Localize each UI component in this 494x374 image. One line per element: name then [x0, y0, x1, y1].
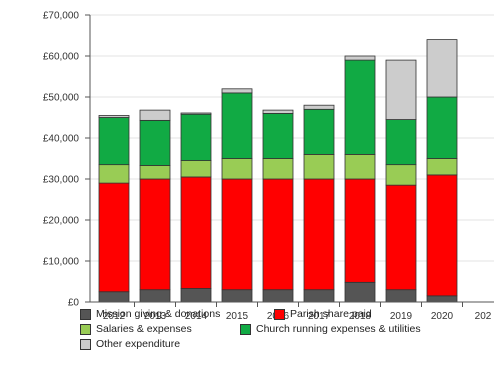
bar-segment — [221, 178, 253, 291]
bars — [98, 39, 458, 303]
bar-segment — [98, 291, 130, 303]
x-tick-label: 202 — [475, 311, 492, 322]
x-tick-label: 2020 — [431, 311, 454, 322]
bar-stack-2017 — [303, 104, 335, 303]
legend: Mission giving & donations Parish share … — [80, 307, 494, 374]
bar-segment — [180, 288, 212, 303]
bar-stack-2020 — [426, 39, 458, 303]
bar-segment — [426, 96, 458, 159]
bar-stack-2014 — [180, 112, 212, 303]
bar-stack-2012 — [98, 115, 130, 303]
legend-label-mission: Mission giving & donations — [96, 308, 221, 320]
y-tick-label: £0 — [68, 298, 80, 309]
x-tick-label: 2014 — [185, 311, 208, 322]
bar-segment — [98, 182, 130, 293]
y-tick-label: £60,000 — [43, 52, 80, 63]
bar-segment — [344, 178, 376, 283]
legend-label-running-expenses: Church running expenses & utilities — [256, 323, 421, 335]
y-axis: £0 £10,000 £20,000 £30,000 £40,000 £50,000 £60… — [43, 11, 91, 309]
y-tick-label: £40,000 — [43, 134, 80, 145]
bar-segment — [344, 55, 376, 61]
bar-segment — [180, 112, 212, 115]
bar-segment — [139, 119, 171, 166]
bar-segment — [221, 88, 253, 94]
x-tick-label: 2012 — [103, 311, 126, 322]
bar-segment — [98, 115, 130, 118]
y-tick-label: £10,000 — [43, 257, 80, 268]
legend-item-parish-share: Parish share paid — [274, 307, 372, 322]
bar-segment — [262, 289, 294, 303]
legend-swatch-running-expenses — [240, 324, 251, 335]
x-tick-label: 2017 — [308, 311, 331, 322]
bar-segment — [221, 289, 253, 303]
y-tick-label: £30,000 — [43, 175, 80, 186]
bar-segment — [262, 109, 294, 114]
bar-segment — [139, 109, 171, 121]
bar-segment — [426, 174, 458, 297]
y-tick-label: £50,000 — [43, 93, 80, 104]
bar-segment — [262, 178, 294, 291]
bar-segment — [426, 39, 458, 98]
bar-segment — [180, 176, 212, 289]
bar-segment — [262, 113, 294, 159]
x-tick-label: 2013 — [144, 311, 167, 322]
bar-segment — [426, 295, 458, 303]
bar-segment — [221, 158, 253, 180]
x-tick-label: 2019 — [390, 311, 413, 322]
bar-segment — [344, 59, 376, 155]
bar-stack-2015 — [221, 88, 253, 303]
bar-segment — [303, 289, 335, 303]
bar-segment — [385, 59, 417, 120]
x-tick-label: 2018 — [349, 311, 372, 322]
bar-segment — [98, 164, 130, 184]
bar-segment — [180, 113, 212, 161]
legend-swatch-parish-share — [274, 309, 285, 320]
legend-label-parish-share: Parish share paid — [290, 308, 372, 320]
legend-label-other: Other expenditure — [96, 338, 181, 350]
bar-segment — [303, 178, 335, 291]
bar-segment — [426, 158, 458, 176]
y-tick-label: £20,000 — [43, 216, 80, 227]
legend-item-salaries: Salaries & expenses — [80, 322, 192, 337]
bar-segment — [303, 104, 335, 110]
bar-segment — [385, 119, 417, 166]
bar-stack-2019 — [385, 59, 417, 303]
bar-segment — [385, 184, 417, 291]
x-tick-label: 2015 — [226, 311, 249, 322]
bar-segment — [303, 153, 335, 180]
x-axis: 201220132014201520162017201820192020202 — [90, 301, 494, 322]
legend-swatch-salaries — [80, 324, 91, 335]
bar-segment — [303, 108, 335, 155]
legend-item-other: Other expenditure — [80, 337, 180, 352]
y-tick-label: £70,000 — [43, 11, 80, 22]
bar-stack-2018 — [344, 55, 376, 303]
legend-swatch-mission — [80, 309, 91, 320]
bar-segment — [344, 153, 376, 180]
bar-segment — [385, 164, 417, 186]
bar-segment — [344, 281, 376, 303]
legend-item-running-expenses: Church running expenses & utilities — [240, 322, 421, 337]
bar-stack-2016 — [262, 109, 294, 303]
bar-stack-2013 — [139, 109, 171, 303]
legend-label-salaries: Salaries & expenses — [96, 323, 192, 335]
bar-segment — [221, 92, 253, 159]
bar-segment — [139, 289, 171, 303]
bar-segment — [98, 117, 130, 166]
legend-swatch-other — [80, 339, 91, 350]
bar-segment — [139, 178, 171, 291]
bar-segment — [385, 289, 417, 303]
bar-segment — [262, 158, 294, 180]
bar-segment — [180, 160, 212, 178]
legend-item-mission: Mission giving & donations — [80, 307, 220, 322]
bar-segment — [139, 165, 171, 180]
